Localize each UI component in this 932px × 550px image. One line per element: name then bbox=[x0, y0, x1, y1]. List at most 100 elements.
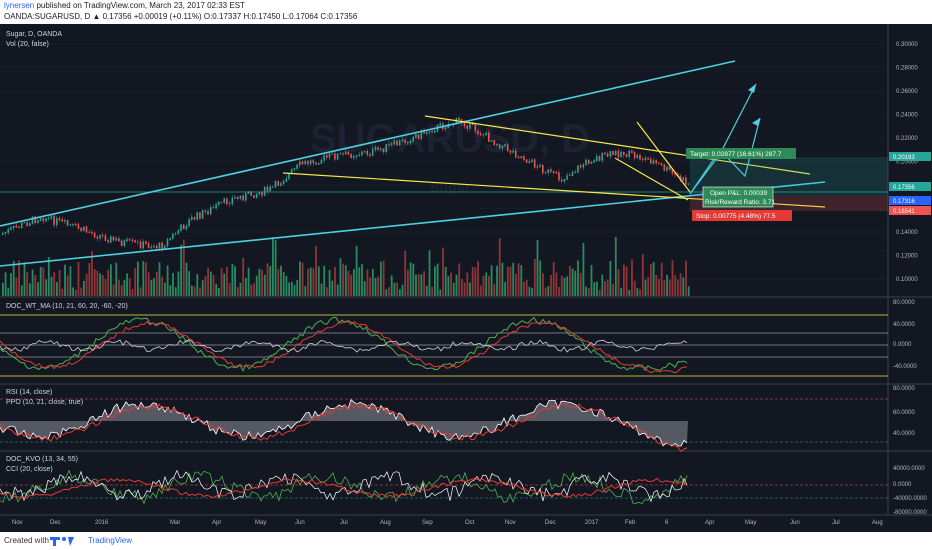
upper-channel-trendline[interactable] bbox=[0, 60, 736, 227]
price-axis[interactable] bbox=[888, 24, 932, 532]
price-tick-label: 0.26000 bbox=[896, 89, 918, 95]
time-tick-label[interactable]: Mar bbox=[170, 520, 180, 526]
volume-bar bbox=[272, 237, 274, 296]
author-link[interactable]: lynersen bbox=[4, 1, 35, 10]
volume-bar bbox=[687, 286, 690, 296]
lower-channel-trendline[interactable] bbox=[0, 181, 826, 267]
volume-bar bbox=[301, 262, 304, 296]
candle-body bbox=[58, 218, 61, 221]
volume-bar bbox=[523, 281, 525, 296]
candle-body bbox=[88, 231, 90, 233]
volume-bar bbox=[331, 280, 334, 296]
chart-canvas[interactable]: SUGARUSD, D Sugar Target: 0.02877 (16.61… bbox=[0, 24, 932, 532]
candle-body bbox=[126, 239, 128, 242]
candle-body bbox=[290, 168, 293, 174]
time-axis[interactable]: Nov Dec 2016 Mar Apr May Jun Jul Aug Sep Oct Nov Dec… bbox=[12, 520, 883, 526]
volume-bar bbox=[536, 240, 539, 296]
time-tick-label[interactable]: Nov bbox=[505, 520, 516, 526]
tradingview-brand[interactable]: TradingView bbox=[88, 536, 133, 545]
volume-bars bbox=[2, 236, 690, 296]
time-tick-label[interactable]: Nov bbox=[12, 520, 23, 526]
volume-bar bbox=[520, 265, 523, 296]
volume-bar bbox=[120, 285, 123, 296]
candle-body bbox=[223, 198, 225, 203]
volume-bar bbox=[274, 240, 277, 296]
time-tick-label[interactable]: 2016 bbox=[95, 520, 109, 526]
time-tick-label[interactable]: Aug bbox=[380, 520, 391, 526]
candle-body bbox=[7, 228, 9, 233]
time-tick-label[interactable]: Aug bbox=[872, 520, 883, 526]
volume-bar bbox=[134, 268, 137, 296]
volume-bar bbox=[185, 262, 188, 296]
volume-bar bbox=[436, 263, 439, 296]
time-tick-label[interactable]: Jul bbox=[340, 520, 348, 526]
cci-study-label[interactable]: CCI (20, close) bbox=[6, 466, 53, 473]
time-tick-label[interactable]: Jun bbox=[295, 520, 305, 526]
target-label: Target: 0.02877 (16.61%) 287.7 bbox=[690, 151, 782, 158]
candle-body bbox=[101, 234, 104, 237]
time-tick-label[interactable]: Dec bbox=[545, 520, 556, 526]
volume-bar bbox=[685, 260, 687, 296]
time-tick-label[interactable]: 6 bbox=[665, 520, 669, 526]
candle-body bbox=[347, 151, 350, 155]
volume-bar bbox=[193, 286, 196, 296]
candle-body bbox=[145, 241, 147, 245]
wt-ma-pane[interactable]: DOC_WT_MA (10, 21, 60, 20, -60, -20) bbox=[0, 303, 888, 377]
volume-bar bbox=[496, 265, 498, 296]
candle-body bbox=[542, 165, 544, 174]
volume-bar bbox=[201, 280, 204, 296]
volume-bar bbox=[380, 261, 382, 296]
time-tick-label[interactable]: Apr bbox=[705, 520, 714, 526]
kvo-study-label[interactable]: DOC_KVO (13, 34, 55) bbox=[6, 456, 78, 463]
candle-body bbox=[158, 242, 161, 249]
candle-body bbox=[137, 241, 139, 243]
time-tick-label[interactable]: Jun bbox=[790, 520, 800, 526]
main-series-title[interactable]: Sugar, D, OANDA bbox=[6, 31, 62, 38]
volume-bar bbox=[172, 272, 174, 296]
candle-body bbox=[550, 169, 552, 172]
volume-bar bbox=[396, 282, 398, 296]
volume-bar bbox=[212, 275, 215, 296]
kvo-pane[interactable]: DOC_KVO (13, 34, 55) CCI (20, close) bbox=[0, 456, 888, 505]
candle-body bbox=[123, 240, 126, 247]
candle-body bbox=[482, 134, 485, 136]
kvo-axis-ticks: 40000.0000 0.0000 -40000.0000 -80000.0000 bbox=[893, 466, 927, 516]
volume-bar bbox=[72, 287, 74, 296]
time-tick-label[interactable]: Apr bbox=[212, 520, 221, 526]
candle-body bbox=[77, 224, 80, 229]
volume-bar bbox=[358, 267, 361, 296]
time-tick-label[interactable]: Oct bbox=[465, 520, 475, 526]
rsi-study-label[interactable]: RSI (14, close) bbox=[6, 389, 52, 396]
volume-bar bbox=[668, 279, 671, 296]
volume-bar bbox=[482, 276, 485, 296]
time-tick-label[interactable]: Sep bbox=[422, 520, 433, 526]
candle-body bbox=[566, 175, 568, 180]
volume-study-label[interactable]: Vol (20, false) bbox=[6, 41, 49, 48]
time-tick-label[interactable]: Dec bbox=[50, 520, 61, 526]
price-tick-label: 0.24000 bbox=[896, 113, 918, 119]
time-tick-label[interactable]: Feb bbox=[625, 520, 636, 526]
pnl-label-box[interactable] bbox=[702, 186, 774, 208]
flag-bottom-line[interactable] bbox=[614, 157, 689, 201]
flag-top-line[interactable] bbox=[636, 121, 691, 193]
target-label-box[interactable] bbox=[686, 148, 796, 159]
time-tick-label[interactable]: May bbox=[255, 520, 266, 526]
candle-body bbox=[118, 238, 120, 242]
volume-bar bbox=[593, 282, 596, 296]
time-tick-label[interactable]: May bbox=[745, 520, 756, 526]
time-tick-label[interactable]: 2017 bbox=[585, 520, 599, 526]
projection-zigzag[interactable] bbox=[689, 117, 761, 195]
volume-bar bbox=[169, 285, 172, 296]
ppo-study-label[interactable]: PPO (10, 21, close, true) bbox=[6, 399, 83, 406]
candle-body bbox=[258, 191, 261, 195]
rsi-pane[interactable]: RSI (14, close) PPO (10, 21, close, true… bbox=[0, 389, 888, 453]
candle-body bbox=[668, 166, 671, 171]
wt-study-label[interactable]: DOC_WT_MA (10, 21, 60, 20, -60, -20) bbox=[6, 303, 128, 310]
rsi-line bbox=[0, 399, 688, 447]
stop-label-box[interactable] bbox=[692, 210, 792, 221]
triangle-top-trendline[interactable] bbox=[424, 115, 811, 175]
time-tick-label[interactable]: Jul bbox=[832, 520, 840, 526]
candle-body bbox=[369, 154, 371, 156]
volume-bar bbox=[4, 272, 7, 296]
volume-bar bbox=[612, 283, 614, 296]
